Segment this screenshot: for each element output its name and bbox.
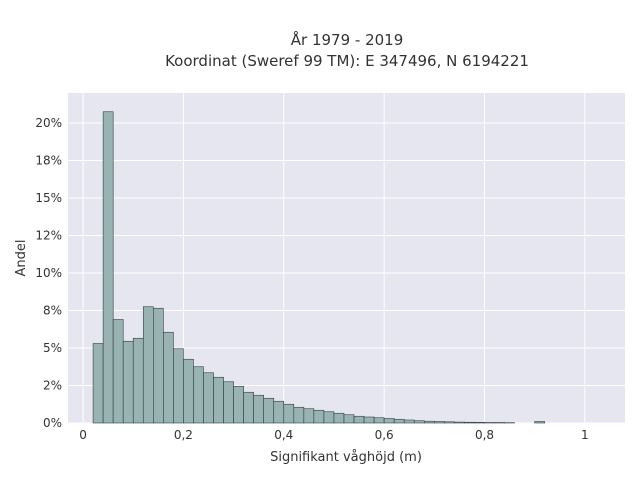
y-tick-label: 5% — [43, 341, 62, 355]
x-tick-labels: 0 0,2 0,4 0,6 0,8 1 — [79, 428, 588, 442]
x-tick-label: 0,4 — [274, 428, 293, 442]
histogram-bar — [253, 394, 265, 424]
histogram-bars — [92, 111, 546, 424]
histogram-bar — [132, 337, 144, 424]
histogram-bar — [263, 397, 275, 424]
histogram-bar — [142, 306, 154, 424]
y-axis-label: Andel — [14, 240, 29, 277]
histogram-bar — [223, 381, 234, 424]
histogram-bar — [373, 417, 385, 424]
histogram-bar — [193, 366, 204, 424]
x-tick-label: 1 — [581, 428, 589, 442]
y-tick-label: 15% — [35, 191, 62, 205]
histogram-bar — [102, 111, 114, 424]
histogram-bar — [303, 408, 315, 424]
histogram-bar — [243, 391, 254, 424]
histogram-bar — [173, 348, 184, 424]
histogram-bar — [444, 421, 455, 424]
x-tick-label: 0 — [79, 428, 87, 442]
histogram-bar — [474, 422, 485, 424]
histogram-bar — [203, 372, 214, 424]
histogram-bar — [153, 307, 164, 424]
x-tick-label: 0,2 — [174, 428, 193, 442]
y-tick-label: 12% — [35, 229, 62, 243]
y-tick-label: 8% — [43, 304, 62, 318]
histogram-bar — [183, 358, 194, 424]
x-axis-label: Signifikant våghöjd (m) — [270, 450, 422, 465]
y-tick-labels: 0% 2% 5% 8% 10% 12% 15% 18% 20% — [35, 116, 62, 430]
histogram-bar — [313, 409, 325, 424]
chart-title-line-2: Koordinat (Sweref 99 TM): E 347496, N 61… — [165, 52, 529, 70]
histogram-bar — [464, 421, 475, 424]
histogram-bar — [163, 331, 174, 424]
histogram-bar — [353, 415, 365, 424]
histogram-bar — [283, 403, 295, 424]
histogram-bar — [343, 414, 355, 424]
y-tick-label: 10% — [35, 266, 62, 280]
x-tick-label: 0,6 — [375, 428, 394, 442]
histogram-bar — [92, 343, 104, 424]
chart-title-line-1: År 1979 - 2019 — [291, 30, 404, 49]
y-tick-label: 2% — [43, 379, 62, 393]
histogram-bar — [213, 376, 224, 424]
histogram-bar — [273, 400, 285, 424]
histogram-bar — [233, 385, 244, 424]
histogram-bar — [403, 419, 415, 424]
histogram-bar — [323, 411, 335, 424]
histogram-bar — [122, 340, 134, 424]
histogram-bar — [393, 418, 405, 424]
histogram-bar — [293, 406, 305, 424]
y-tick-label: 20% — [35, 116, 62, 130]
histogram-bar — [112, 319, 124, 424]
histogram-bar — [534, 421, 546, 424]
histogram-bar — [413, 420, 425, 424]
histogram-bar — [434, 421, 445, 424]
y-tick-label: 18% — [35, 154, 62, 168]
histogram-bar — [333, 412, 345, 424]
histogram-bar — [423, 420, 435, 424]
histogram-bar — [454, 421, 465, 424]
histogram-bar — [383, 418, 395, 424]
y-tick-label: 0% — [43, 416, 62, 430]
x-tick-label: 0,8 — [475, 428, 494, 442]
histogram-bar — [363, 416, 375, 424]
